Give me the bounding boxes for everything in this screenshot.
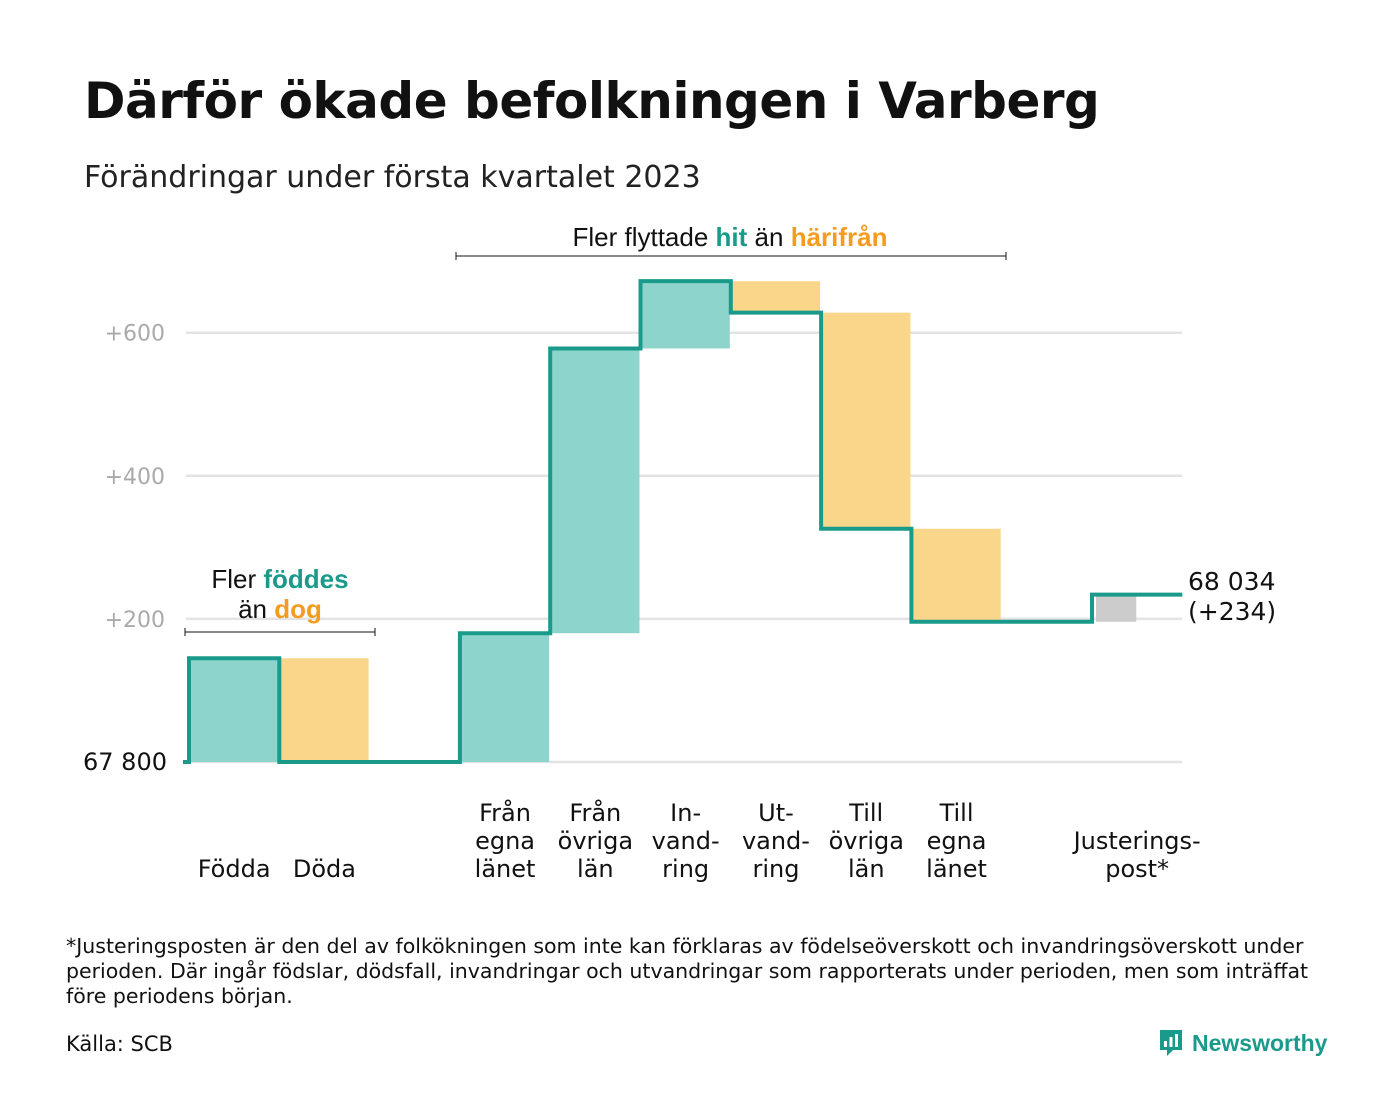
brand-logo: Newsworthy	[1158, 1028, 1327, 1058]
x-tick-label: egna	[927, 827, 987, 855]
cumulative-step-line	[183, 279, 1183, 764]
x-tick-label: län	[848, 855, 885, 883]
x-tick-label: Ut-	[758, 799, 794, 827]
bar	[641, 281, 730, 349]
births-annotation-line2: än dog	[238, 594, 322, 624]
x-tick-label: Från	[479, 798, 531, 827]
x-tick-label: övriga	[558, 827, 633, 855]
bar	[190, 658, 279, 762]
brand-name: Newsworthy	[1192, 1029, 1328, 1056]
y-tick-label: +400	[105, 465, 165, 490]
step-line	[183, 279, 1183, 764]
bar	[1096, 594, 1137, 622]
baseline-label: 67 800	[83, 748, 167, 776]
newsworthy-logo-icon	[1160, 1030, 1182, 1056]
x-tick-label: Till	[939, 799, 974, 827]
bar	[551, 348, 640, 634]
x-tick-label: egna	[475, 827, 535, 855]
end-value-label: 68 034	[1188, 567, 1275, 596]
source-label: Källa: SCB	[66, 1032, 173, 1056]
x-tick-label: In-	[670, 799, 701, 827]
bar	[912, 528, 1001, 622]
chart-subtitle: Förändringar under första kvartalet 2023	[84, 160, 701, 195]
bar	[280, 658, 369, 762]
bar	[822, 312, 911, 529]
migration-annotation-text: Fler flyttade hit än härifrån	[572, 222, 887, 252]
x-tick-label: ring	[662, 855, 709, 883]
births-annotation: Fler föddes än dog	[184, 564, 376, 636]
migration-annotation: Fler flyttade hit än härifrån	[455, 222, 1007, 260]
bar	[731, 281, 821, 313]
x-tick-label: länet	[926, 855, 987, 883]
bar	[460, 633, 550, 762]
x-tick-label: ring	[752, 855, 799, 883]
y-tick-label: +600	[105, 322, 165, 347]
x-tick-label: Justerings-	[1072, 827, 1201, 855]
x-tick-label: Från	[569, 798, 621, 827]
end-change-label: (+234)	[1188, 597, 1276, 626]
x-tick-label: post*	[1105, 855, 1169, 883]
bars	[190, 281, 1137, 762]
y-tick-label: +200	[105, 608, 165, 633]
x-tick-label: vand-	[742, 827, 810, 855]
x-tick-label: övriga	[829, 827, 904, 855]
x-tick-label: län	[577, 855, 614, 883]
chart-title: Därför ökade befolkningen i Varberg	[84, 72, 1100, 130]
x-tick-label: Döda	[293, 855, 356, 883]
x-tick-label: vand-	[652, 827, 720, 855]
births-annotation-line1: Fler föddes	[211, 564, 348, 594]
x-tick-label: länet	[475, 855, 536, 883]
x-tick-label: Födda	[198, 855, 271, 883]
x-tick-label: Till	[848, 799, 883, 827]
footnote: *Justeringsposten är den del av folkökni…	[66, 934, 1309, 1008]
